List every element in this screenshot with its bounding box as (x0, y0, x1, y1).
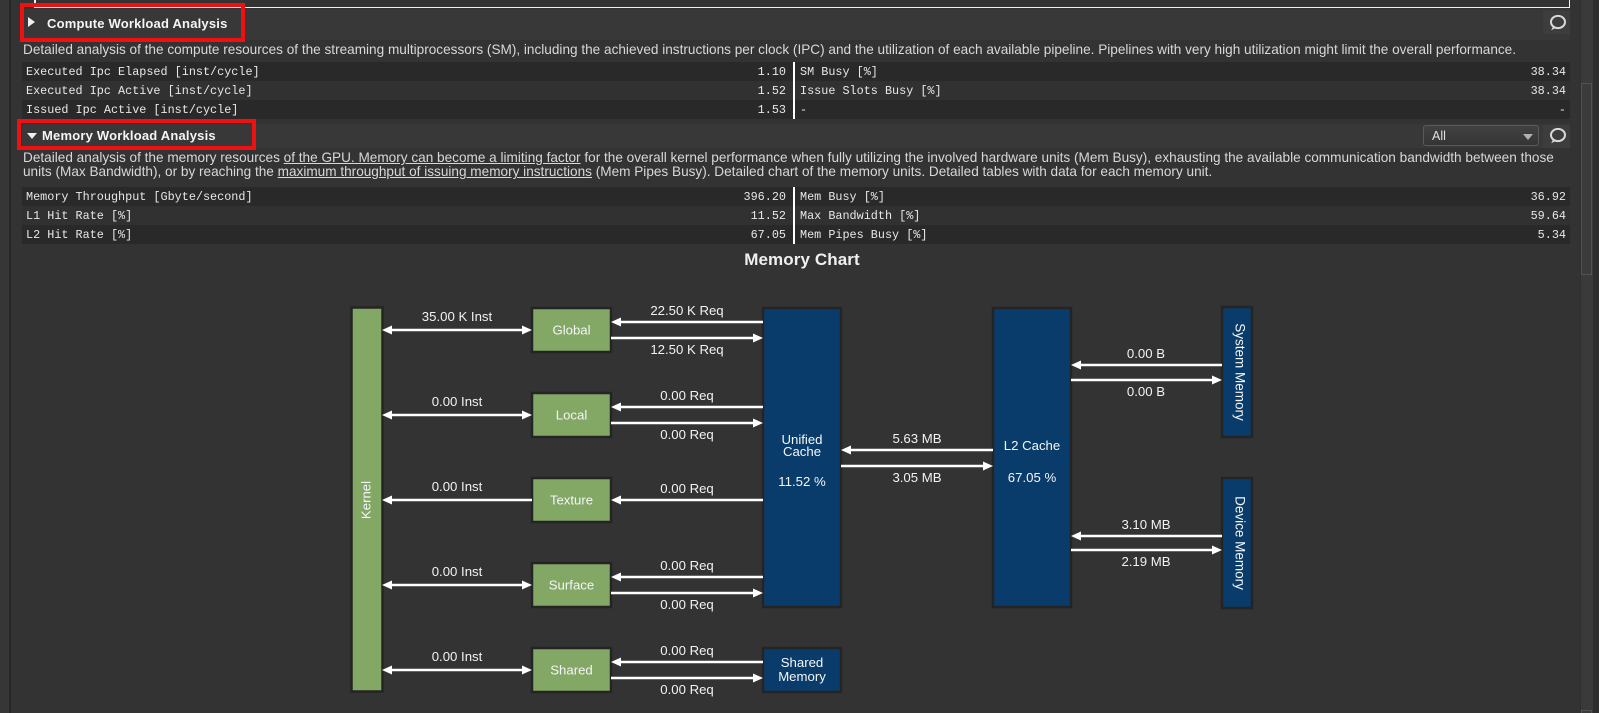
svg-text:5.63 MB: 5.63 MB (892, 431, 941, 446)
svg-text:3.10 MB: 3.10 MB (1121, 517, 1170, 532)
svg-text:11.52 %: 11.52 % (778, 474, 826, 489)
svg-text:2.19 MB: 2.19 MB (1121, 554, 1170, 569)
svg-text:0.00 Req: 0.00 Req (660, 481, 714, 496)
svg-text:Global: Global (552, 323, 590, 338)
svg-text:System Memory: System Memory (1233, 323, 1248, 421)
svg-text:0.00 Req: 0.00 Req (660, 558, 714, 573)
svg-text:0.00 B: 0.00 B (1127, 384, 1165, 399)
svg-text:Kernel: Kernel (359, 481, 374, 519)
svg-text:L2 Cache: L2 Cache (1004, 438, 1060, 453)
svg-text:0.00 Inst: 0.00 Inst (432, 564, 483, 579)
svg-text:22.50 K Req: 22.50 K Req (650, 303, 723, 318)
svg-text:0.00 Inst: 0.00 Inst (432, 649, 483, 664)
svg-text:0.00 Req: 0.00 Req (660, 597, 714, 612)
svg-text:3.05 MB: 3.05 MB (892, 470, 941, 485)
svg-text:Cache: Cache (783, 444, 821, 459)
svg-text:0.00 Req: 0.00 Req (660, 427, 714, 442)
svg-text:Unified: Unified (781, 432, 822, 447)
svg-text:Device Memory: Device Memory (1233, 496, 1248, 590)
svg-text:Shared: Shared (550, 663, 593, 678)
svg-text:Surface: Surface (549, 578, 594, 593)
svg-text:Texture: Texture (550, 493, 593, 508)
svg-text:0.00 Req: 0.00 Req (660, 388, 714, 403)
svg-text:Shared: Shared (781, 655, 824, 670)
svg-text:0.00 Req: 0.00 Req (660, 682, 714, 697)
svg-text:0.00 Req: 0.00 Req (660, 643, 714, 658)
svg-text:0.00 B: 0.00 B (1127, 346, 1165, 361)
svg-text:0.00 Inst: 0.00 Inst (432, 479, 483, 494)
svg-text:12.50 K Req: 12.50 K Req (650, 342, 723, 357)
svg-text:Memory: Memory (778, 669, 826, 684)
svg-text:67.05 %: 67.05 % (1008, 470, 1057, 485)
svg-text:Local: Local (556, 408, 588, 423)
svg-text:35.00 K Inst: 35.00 K Inst (422, 309, 493, 324)
svg-text:0.00 Inst: 0.00 Inst (432, 394, 483, 409)
